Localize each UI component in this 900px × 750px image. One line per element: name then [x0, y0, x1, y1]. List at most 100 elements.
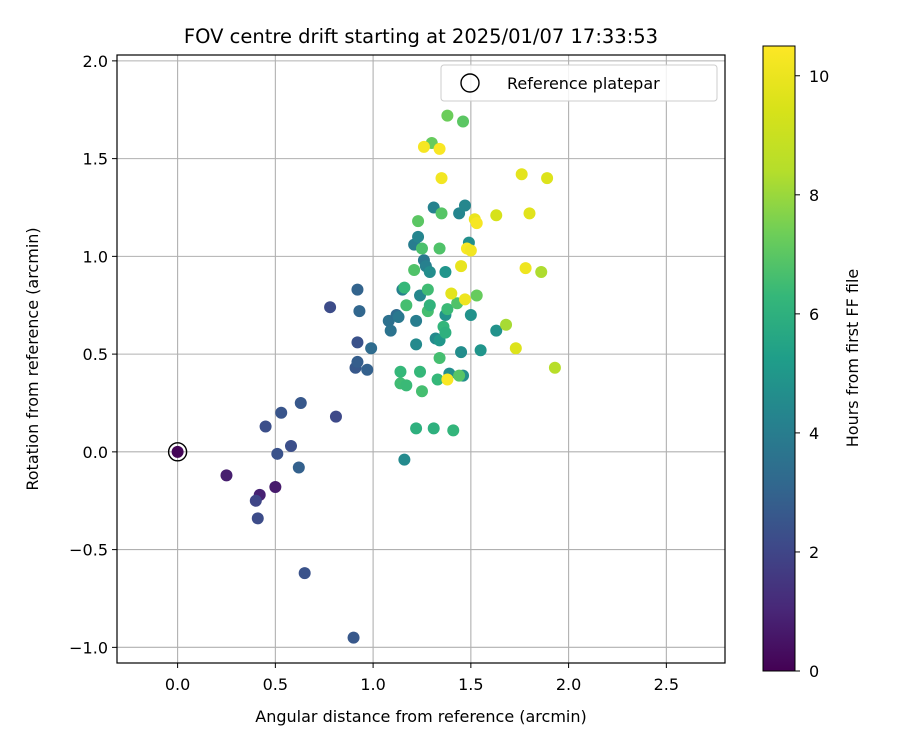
data-point	[509, 342, 522, 355]
data-point	[400, 379, 413, 392]
data-point	[251, 512, 264, 525]
reference-point	[167, 442, 188, 462]
colorbar-tick-label: 8	[809, 186, 819, 205]
data-point	[365, 342, 378, 355]
data-point	[347, 631, 360, 644]
data-point	[470, 217, 483, 230]
legend-box	[440, 64, 718, 102]
data-point	[427, 422, 440, 435]
data-point	[474, 344, 487, 357]
colorbar-tick-label: 2	[809, 543, 819, 562]
data-point	[431, 373, 444, 386]
data-point	[433, 352, 446, 365]
data-point	[410, 422, 423, 435]
reference-marker	[167, 442, 188, 462]
data-point	[541, 172, 554, 185]
data-point	[412, 230, 425, 243]
x-tick-label: 1.5	[458, 675, 483, 694]
y-tick-label: 2.0	[83, 52, 108, 71]
data-point	[500, 318, 513, 331]
data-point	[519, 262, 532, 275]
plot-area: 0.0 0.5 1.0 1.5 2.0 2.5 −1.0 −0.5 0.0 0.5 1.0 1.5 2…	[69, 52, 726, 694]
data-point	[410, 314, 423, 327]
plot-frame	[116, 54, 726, 664]
x-tick-label: 1.0	[360, 675, 385, 694]
data-point	[464, 309, 477, 322]
data-point	[415, 242, 428, 255]
data-point	[439, 326, 452, 339]
data-point	[414, 365, 427, 378]
x-tick-label: 0.5	[263, 675, 288, 694]
legend: Reference platepar	[440, 64, 718, 102]
colorbar-tick-label: 4	[809, 424, 819, 443]
data-point	[523, 207, 536, 220]
data-point	[439, 266, 452, 279]
y-tick-label: −1.0	[69, 638, 108, 657]
colorbar-tick-label: 10	[809, 67, 829, 86]
data-point	[464, 244, 477, 257]
data-point	[455, 346, 468, 359]
colorbar-ticks: 0 2 4 6 8 10	[795, 67, 829, 681]
data-point	[490, 324, 503, 337]
data-point	[453, 369, 466, 382]
data-point	[441, 109, 454, 122]
data-point	[394, 365, 407, 378]
data-point	[351, 283, 364, 296]
colorbar-gradient	[762, 45, 796, 672]
data-point	[171, 445, 184, 458]
data-point	[400, 299, 413, 312]
x-tick-label: 2.0	[556, 675, 581, 694]
data-point	[275, 406, 288, 419]
data-point	[433, 142, 446, 155]
colorbar-tick-label: 6	[809, 305, 819, 324]
data-point	[412, 215, 425, 228]
y-tick-label: 0.5	[83, 345, 108, 364]
data-point	[351, 336, 364, 349]
data-point	[353, 305, 366, 318]
data-point	[435, 207, 448, 220]
data-point	[423, 299, 436, 312]
data-point	[441, 373, 454, 386]
data-point	[361, 363, 374, 376]
data-point	[421, 283, 434, 296]
y-tick-label: 0.0	[83, 443, 108, 462]
data-point	[384, 324, 397, 337]
data-point	[284, 439, 297, 452]
data-point	[269, 481, 282, 494]
legend-label: Reference platepar	[507, 74, 660, 93]
data-point	[458, 293, 471, 306]
data-point	[458, 199, 471, 212]
x-axis-ticks: 0.0 0.5 1.0 1.5 2.0 2.5	[165, 663, 679, 694]
data-point	[435, 172, 448, 185]
data-point	[329, 410, 342, 423]
plot-background	[117, 55, 725, 663]
x-tick-label: 0.0	[165, 675, 190, 694]
colorbar-tick-label: 0	[809, 662, 819, 681]
data-point	[271, 447, 284, 460]
data-point	[417, 140, 430, 153]
data-point	[535, 266, 548, 279]
data-point	[408, 264, 421, 277]
data-point	[259, 420, 272, 433]
data-point	[441, 303, 454, 316]
data-point	[433, 242, 446, 255]
chart-title: FOV centre drift starting at 2025/01/07 …	[184, 25, 658, 48]
data-point	[392, 310, 405, 323]
y-tick-label: −0.5	[69, 541, 108, 560]
y-tick-label: 1.0	[83, 247, 108, 266]
data-point	[445, 287, 458, 300]
data-point	[490, 209, 503, 222]
data-point	[398, 281, 411, 294]
data-points	[171, 109, 561, 644]
y-axis-ticks: −1.0 −0.5 0.0 0.5 1.0 1.5 2.0	[69, 52, 117, 657]
data-point	[455, 260, 468, 273]
data-point	[415, 385, 428, 398]
data-point	[220, 469, 233, 482]
data-point	[351, 355, 364, 368]
data-point	[548, 361, 561, 374]
data-point	[423, 266, 436, 279]
data-point	[447, 424, 460, 437]
data-point	[324, 301, 337, 314]
colorbar: 0 2 4 6 8 10 Hours from first FF file	[762, 45, 862, 681]
